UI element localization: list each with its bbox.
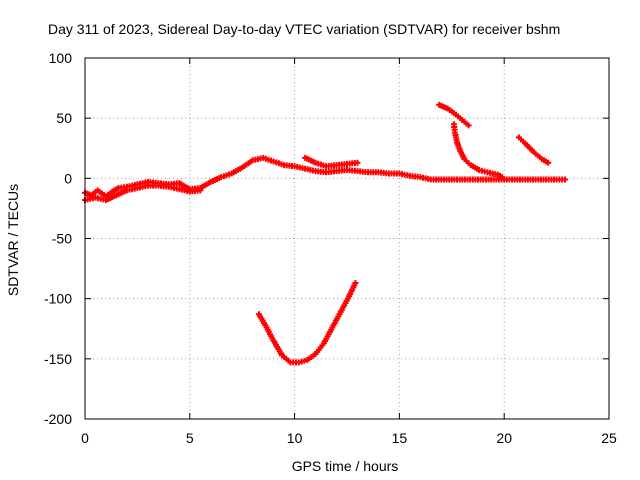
x-tick-label: 5 [186,430,194,446]
series-markers-segment-11-13 [302,154,361,170]
series-dip-arc [258,282,357,364]
series-markers-arc-17-18 [436,101,472,129]
x-tick-label: 10 [287,430,303,446]
x-tick-labels: 0 5 10 15 20 25 [81,430,617,446]
y-tick-label: -100 [44,291,72,307]
y-tick-label: 100 [49,50,73,66]
y-tick-label: 50 [56,110,72,126]
y-axis-label: SDTVAR / TECUs [5,184,21,296]
series-markers-main-band [82,154,568,200]
y-tick-label: 0 [64,170,72,186]
y-tick-label: -50 [52,231,72,247]
chart-title: Day 311 of 2023, Sidereal Day-to-day VTE… [48,21,560,37]
series-markers-arc-21-22 [515,134,552,166]
x-tick-label: 0 [81,430,89,446]
grid-lines [85,58,609,419]
axis-ticks [84,57,610,420]
y-tick-label: -150 [44,351,72,367]
series-markers-descending-arc [450,121,506,181]
x-axis-label: GPS time / hours [292,458,399,474]
plot-frame [84,57,610,420]
data-marks [82,101,568,366]
x-tick-label: 15 [392,430,408,446]
x-tick-label: 25 [601,430,617,446]
x-tick-label: 20 [496,430,512,446]
y-tick-label: -200 [44,411,72,427]
series-markers-dip-arc [256,280,359,366]
y-tick-labels: -200 -150 -100 -50 0 50 100 [44,50,72,427]
